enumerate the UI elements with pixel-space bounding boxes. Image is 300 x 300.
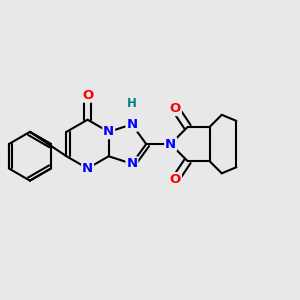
Text: H: H [127, 97, 137, 110]
Text: N: N [103, 125, 114, 138]
Text: N: N [126, 157, 137, 170]
Text: N: N [82, 162, 93, 175]
Text: O: O [170, 173, 181, 186]
Text: O: O [82, 89, 93, 102]
Text: O: O [170, 102, 181, 115]
Text: N: N [165, 138, 176, 151]
Text: N: N [126, 118, 137, 131]
